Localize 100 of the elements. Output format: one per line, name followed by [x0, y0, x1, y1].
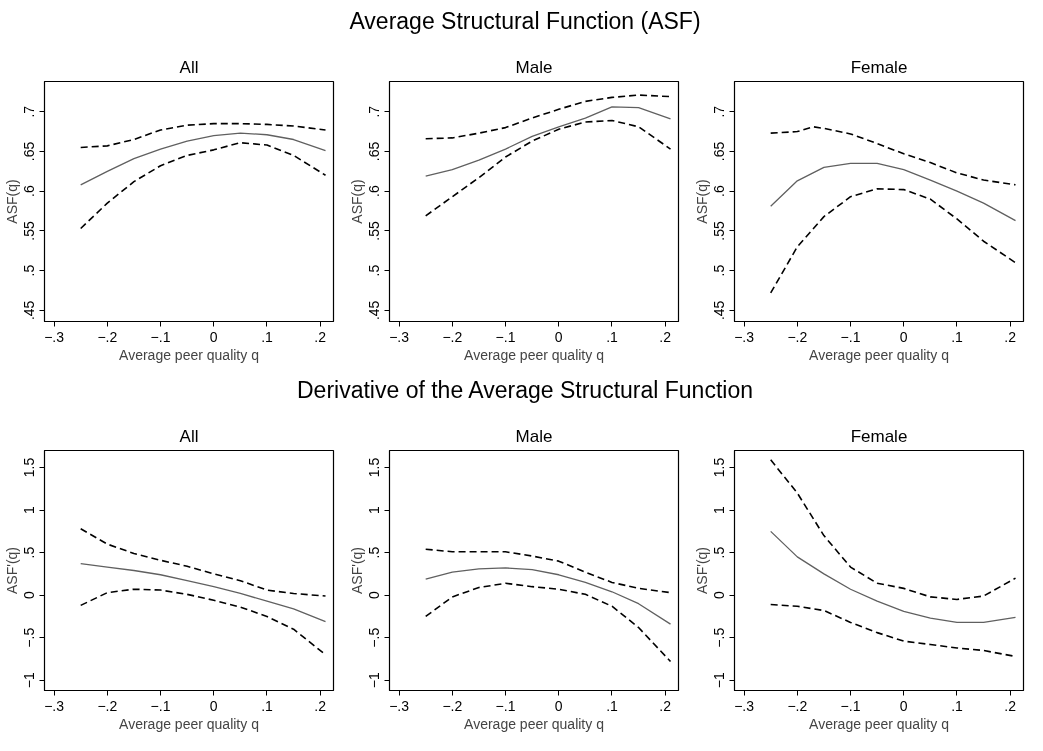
y-tick-label: .5 [21, 546, 38, 559]
y-axis-title: ASF(q) [348, 179, 365, 224]
x-tick-label: −.3 [389, 328, 410, 345]
y-tick-label: 1.5 [21, 457, 38, 478]
y-tick-label: 0 [366, 591, 383, 600]
y-tick-label: −1 [711, 672, 728, 689]
line-series [79, 122, 327, 149]
x-tick-label: .2 [314, 697, 327, 714]
line-series [424, 119, 672, 217]
y-tick-label: .55 [21, 220, 38, 241]
y-tick-label: .7 [711, 105, 728, 118]
x-tick-label: 0 [899, 328, 908, 345]
x-tick-label: −.2 [787, 697, 808, 714]
y-tick-label: .65 [366, 141, 383, 162]
y-tick-label: .7 [21, 105, 38, 118]
x-tick-label: .1 [261, 697, 274, 714]
x-tick-label: .1 [951, 697, 964, 714]
x-tick-label: 0 [899, 697, 908, 714]
x-axis-title: Average peer quality q [119, 346, 259, 363]
line-series [424, 548, 672, 594]
x-tick-label: −.1 [840, 697, 861, 714]
x-axis-title: Average peer quality q [809, 346, 949, 363]
y-axis-title: ASF(q) [3, 179, 20, 224]
y-axis-title: ASF'(q) [693, 546, 710, 595]
y-tick-label: −.5 [366, 627, 383, 648]
x-tick-label: −.2 [442, 697, 463, 714]
y-tick-label: −.5 [711, 627, 728, 648]
y-tick-label: 0 [21, 591, 38, 600]
line-series [769, 187, 1017, 294]
line-series [424, 94, 672, 140]
y-tick-label: −.5 [21, 627, 38, 648]
x-tick-label: −.1 [495, 328, 516, 345]
line-series [79, 141, 327, 230]
y-tick-label: .45 [366, 300, 383, 321]
y-axis-title: ASF(q) [693, 179, 710, 224]
x-tick-label: .1 [951, 328, 964, 345]
y-tick-label: .6 [711, 185, 728, 198]
x-tick-label: −.1 [840, 328, 861, 345]
line-series [769, 126, 1017, 186]
y-tick-label: 1.5 [366, 457, 383, 478]
chart-title: Male [515, 426, 553, 446]
y-tick-label: 0 [711, 591, 728, 600]
line-series [79, 528, 327, 597]
x-axis-title: Average peer quality q [464, 715, 604, 732]
y-tick-label: .6 [366, 185, 383, 198]
y-tick-label: −1 [366, 672, 383, 689]
x-tick-label: −.2 [442, 328, 463, 345]
x-axis-title: Average peer quality q [464, 346, 604, 363]
text: Derivative of the Average Structural Function [297, 376, 753, 405]
line-series [425, 106, 672, 177]
x-tick-label: 0 [554, 328, 563, 345]
x-tick-label: −.3 [44, 328, 65, 345]
y-tick-label: .5 [21, 264, 38, 277]
x-tick-label: 0 [209, 328, 218, 345]
y-tick-label: .6 [21, 185, 38, 198]
x-tick-label: .2 [1004, 697, 1017, 714]
y-tick-label: .45 [711, 300, 728, 321]
x-axis-title: Average peer quality q [809, 715, 949, 732]
chart-title: Male [515, 57, 553, 77]
line-series [424, 582, 672, 663]
chart-title: Female [850, 57, 908, 77]
y-tick-label: .55 [711, 220, 728, 241]
x-tick-label: 0 [554, 697, 563, 714]
x-tick-label: −.1 [495, 697, 516, 714]
y-tick-label: .5 [366, 264, 383, 277]
chart-title: All [179, 426, 199, 446]
x-tick-label: .1 [261, 328, 274, 345]
line-series [770, 530, 1017, 624]
y-tick-label: .5 [711, 546, 728, 559]
x-tick-label: .2 [1004, 328, 1017, 345]
x-tick-label: .2 [659, 697, 672, 714]
x-tick-label: 0 [209, 697, 218, 714]
y-tick-label: .55 [366, 220, 383, 241]
line-series [425, 567, 672, 625]
x-tick-label: .1 [606, 697, 619, 714]
y-tick-label: .7 [366, 105, 383, 118]
x-tick-label: −.3 [44, 697, 65, 714]
y-tick-label: .5 [366, 546, 383, 559]
chart-title: All [179, 57, 199, 77]
x-tick-label: −.3 [734, 697, 755, 714]
chart-title: Female [850, 426, 908, 446]
y-axis-title: ASF'(q) [348, 546, 365, 595]
line-series [80, 132, 327, 186]
x-tick-label: .2 [314, 328, 327, 345]
y-tick-label: .65 [711, 141, 728, 162]
x-tick-label: −.3 [734, 328, 755, 345]
x-tick-label: −.3 [389, 697, 410, 714]
line-series [769, 459, 1017, 601]
x-tick-label: .2 [659, 328, 672, 345]
y-tick-label: .65 [21, 141, 38, 162]
y-tick-label: 1 [711, 505, 728, 514]
y-tick-label: 1.5 [711, 457, 728, 478]
y-tick-label: 1 [366, 505, 383, 514]
x-tick-label: .1 [606, 328, 619, 345]
y-tick-label: .5 [711, 264, 728, 277]
y-axis-title: ASF'(q) [3, 546, 20, 595]
x-tick-label: −.2 [97, 697, 118, 714]
x-tick-label: −.2 [97, 328, 118, 345]
line-series [80, 563, 327, 623]
text: Average Structural Function (ASF) [349, 7, 701, 36]
